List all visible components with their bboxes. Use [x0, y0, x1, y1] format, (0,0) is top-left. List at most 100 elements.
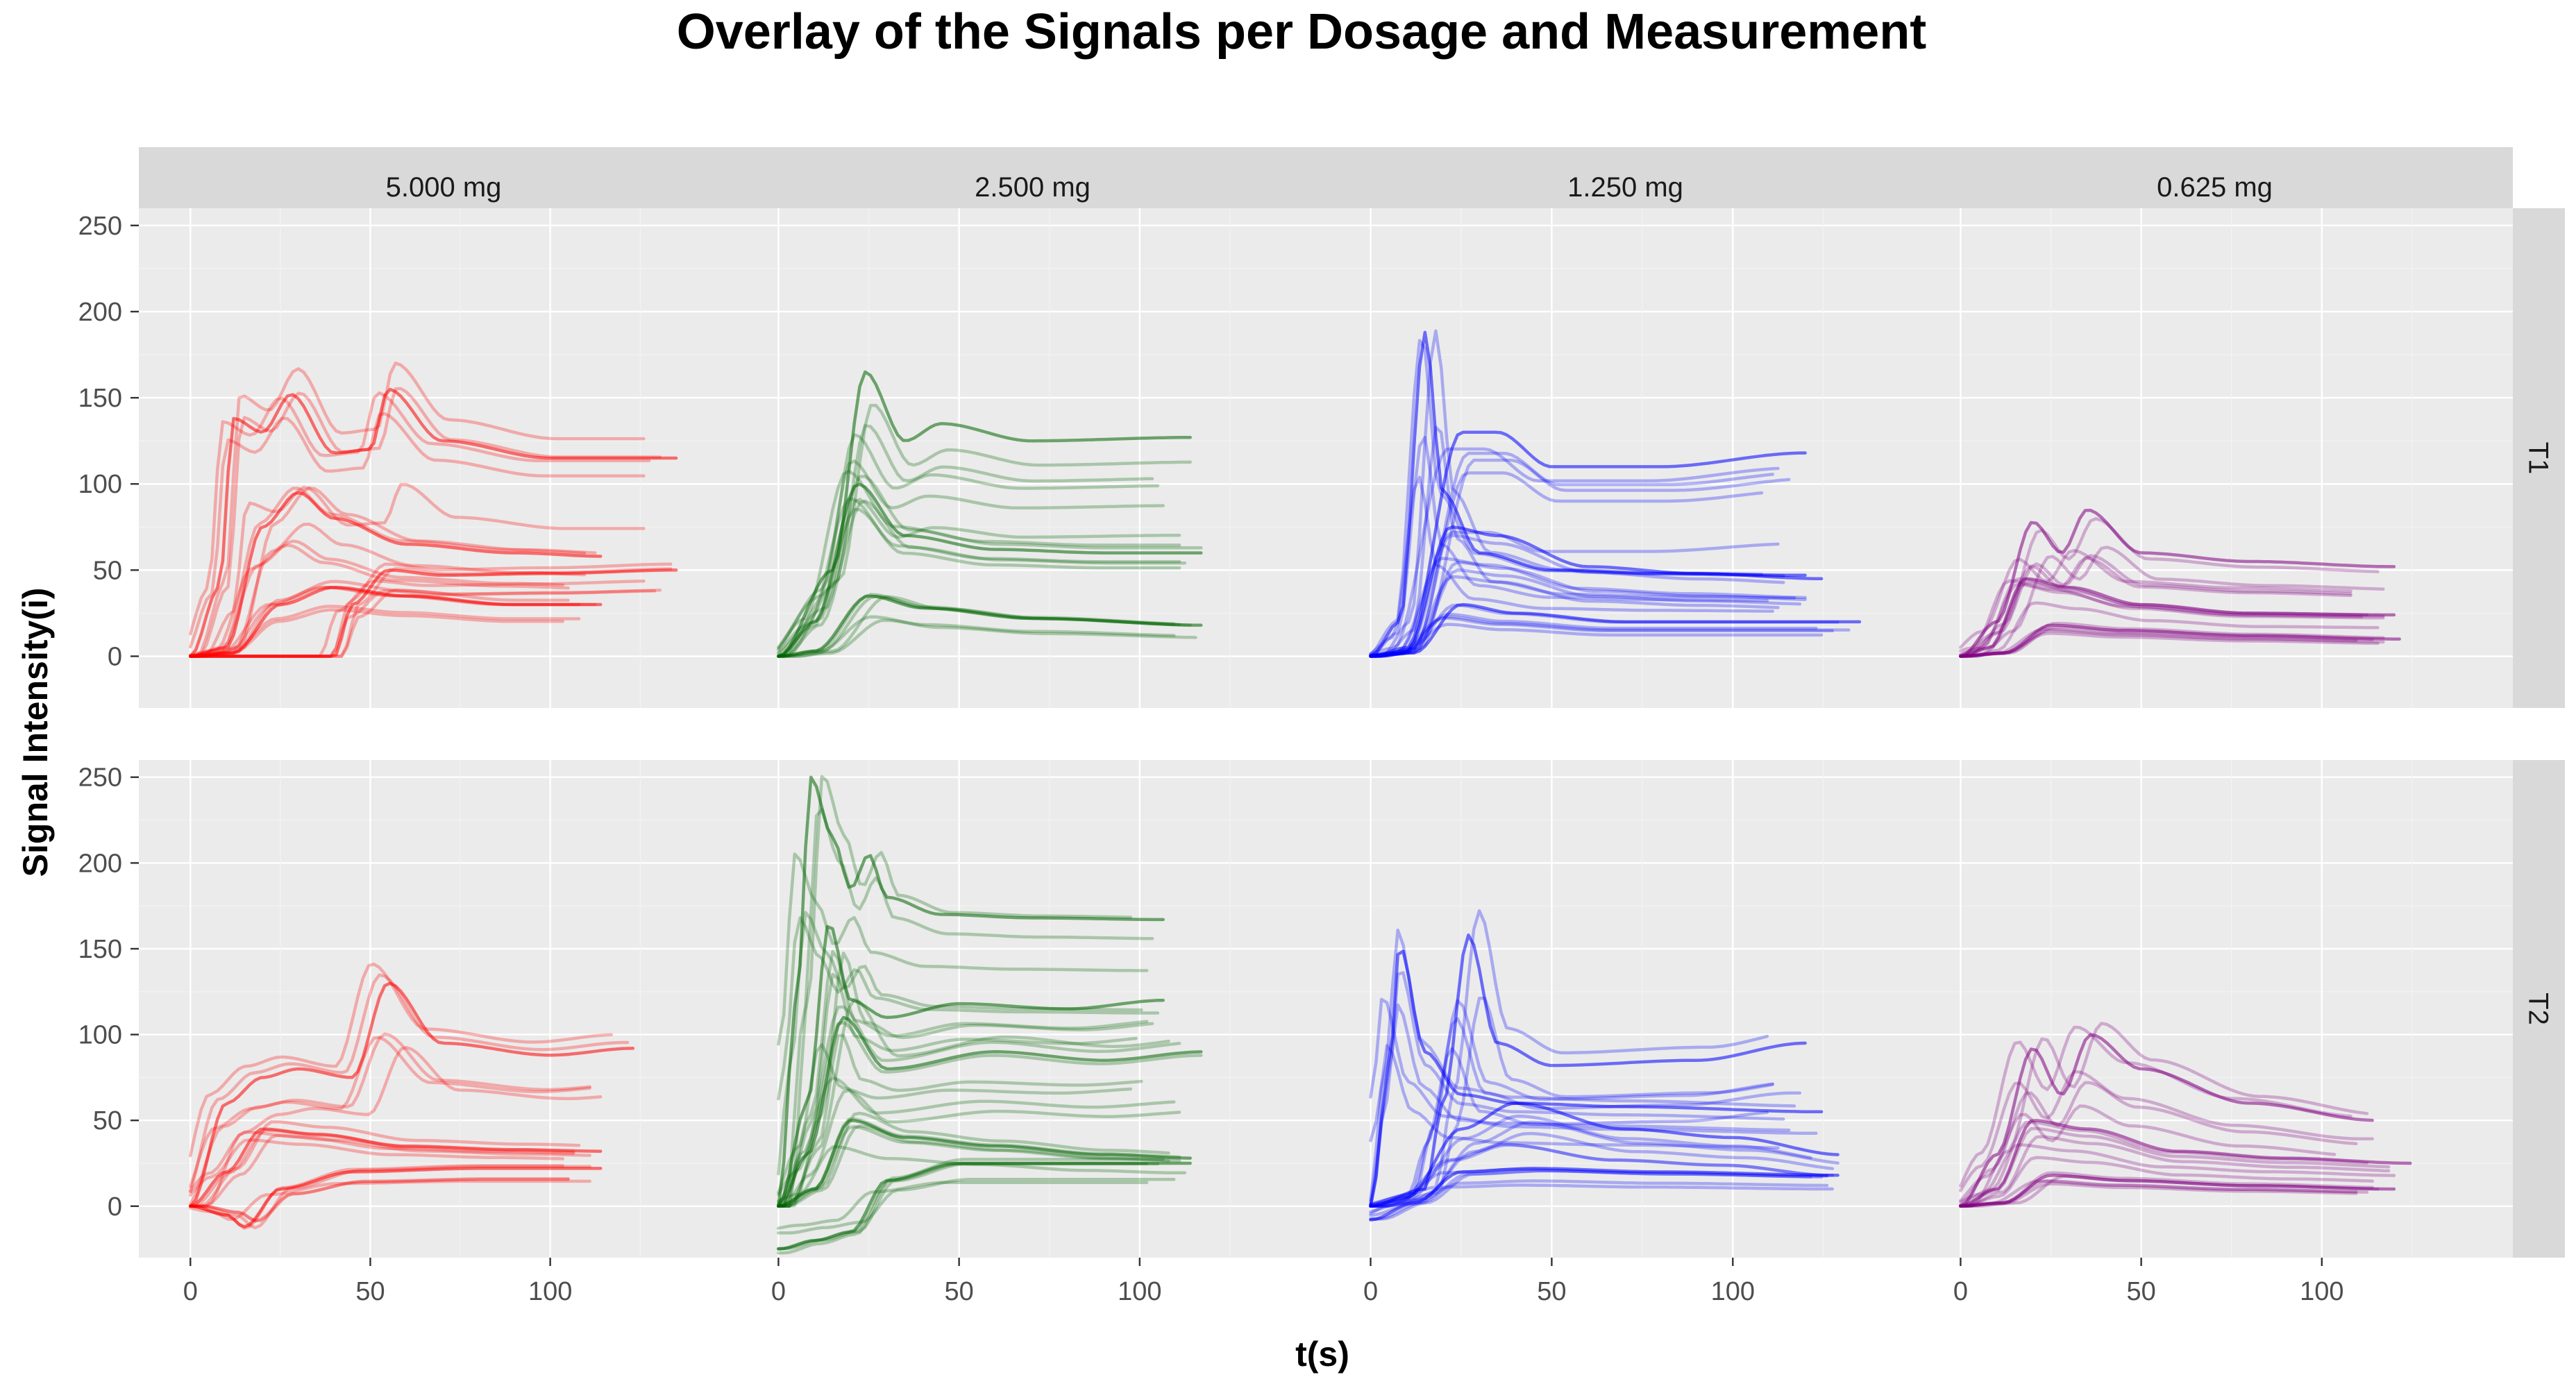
- signal-line: [777, 433, 1160, 652]
- signal-line: [1959, 556, 2352, 658]
- signal-line: [1959, 601, 2380, 658]
- signal-line: [1369, 616, 1835, 657]
- signal-line: [1369, 425, 1796, 658]
- signal-line: [1959, 1179, 2358, 1208]
- signal-line: [1959, 1135, 2391, 1208]
- signal-line: [1369, 568, 1802, 658]
- signal-line: [1959, 625, 2374, 658]
- signal-line: [1369, 999, 1774, 1207]
- signal-line: [1369, 615, 1851, 657]
- signal-line: [777, 497, 1181, 655]
- signal-line: [777, 499, 1187, 658]
- signal-line: [1959, 1025, 2352, 1188]
- signal-line: [189, 1164, 565, 1230]
- signal-line: [1959, 546, 2385, 658]
- signal-line: [189, 568, 678, 658]
- signal-line: [189, 387, 678, 658]
- signal-line: [1369, 1114, 1812, 1208]
- signal-line: [1369, 557, 1807, 657]
- signal-line: [1369, 1017, 1802, 1206]
- x-axis-title: t(s): [1295, 1335, 1349, 1374]
- signal-line: [777, 595, 1192, 658]
- facet-panels: [139, 208, 2513, 1258]
- signal-line: [189, 482, 646, 658]
- signal-line: [777, 595, 1181, 658]
- signal-line: [777, 498, 1181, 655]
- signal-line: [777, 618, 1197, 658]
- signal-line: [1369, 430, 1807, 658]
- top-strip-band: [139, 147, 2513, 208]
- y-tick-label: 150: [78, 935, 122, 964]
- signal-line: [777, 775, 1165, 1208]
- signal-line: [1369, 575, 1780, 658]
- signal-line: [777, 459, 1165, 649]
- signal-line: [1959, 1033, 2374, 1208]
- signal-line: [189, 1167, 603, 1229]
- signal-line: [1959, 1022, 2369, 1208]
- signal-line: [1959, 629, 2385, 658]
- signal-line: [777, 594, 1203, 658]
- signal-line: [1369, 996, 1774, 1208]
- signal-line: [1959, 621, 2385, 658]
- signal-line: [1369, 612, 1818, 657]
- signal-line: [777, 949, 1149, 1208]
- signal-line: [777, 593, 1176, 658]
- signal-line: [1369, 1003, 1818, 1204]
- y-tick-label: 100: [78, 1021, 122, 1050]
- signal-line: [777, 852, 1149, 1046]
- signal-line: [777, 1117, 1181, 1208]
- signal-line: [777, 1125, 1170, 1208]
- panel-row-background: [139, 760, 2513, 1258]
- signal-line: [1369, 949, 1824, 1208]
- facet-strips: T1 T2 5.000 mg 2.500 mg 1.250 mg 0.625 mg: [139, 147, 2565, 1258]
- signal-line: [1369, 1169, 1812, 1221]
- y-tick-label: 200: [78, 849, 122, 878]
- signal-line: [189, 412, 646, 649]
- signal-line: [189, 1032, 591, 1206]
- signal-line: [1959, 632, 2380, 658]
- signal-line: [189, 1179, 591, 1222]
- signal-line: [1369, 1179, 1829, 1217]
- signal-line: [777, 482, 1203, 658]
- signal-line: [189, 1138, 565, 1197]
- signal-line: [777, 1178, 1176, 1235]
- signal-line: [1959, 548, 2352, 649]
- signal-line: [777, 1015, 1203, 1208]
- column-strip-label: 0.625 mg: [2157, 172, 2273, 203]
- signal-line: [189, 962, 614, 1158]
- x-tick-label: 0: [1363, 1277, 1378, 1306]
- x-tick-label: 100: [1711, 1277, 1755, 1306]
- y-tick-label: 0: [108, 643, 122, 672]
- signal-line: [777, 775, 1133, 1208]
- signal-line: [1959, 1174, 2396, 1208]
- signal-line: [777, 925, 1165, 1208]
- y-tick-label: 150: [78, 384, 122, 413]
- signal-line: [1959, 581, 2364, 658]
- row-strip: [2513, 760, 2565, 1258]
- signal-line: [189, 588, 662, 658]
- signal-line: [777, 1162, 1160, 1251]
- signal-line: [189, 567, 673, 658]
- x-tick-label: 50: [1537, 1277, 1566, 1306]
- y-tick-label: 50: [93, 556, 122, 585]
- signal-line: [189, 1120, 581, 1208]
- signal-line: [189, 486, 597, 658]
- signal-line: [189, 1176, 570, 1223]
- signal-line: [1959, 1081, 2358, 1207]
- signal-line: [1959, 1179, 2369, 1208]
- signal-line: [1959, 509, 2396, 658]
- signal-line: [777, 370, 1192, 658]
- signal-line: [189, 608, 565, 658]
- signal-line: [1369, 451, 1774, 658]
- signal-line: [189, 1133, 591, 1208]
- row-strip-label: T2: [2523, 993, 2554, 1025]
- signal-line: [777, 403, 1192, 658]
- signal-line: [1369, 928, 1796, 1202]
- x-tick-label: 100: [2300, 1277, 2343, 1306]
- signal-line: [1959, 1143, 2396, 1204]
- signal-line: [1959, 1174, 2380, 1208]
- signal-line: [777, 1158, 1165, 1255]
- signal-line: [1959, 577, 2396, 658]
- signal-line: [1959, 516, 2380, 658]
- y-tick-label: 100: [78, 470, 122, 499]
